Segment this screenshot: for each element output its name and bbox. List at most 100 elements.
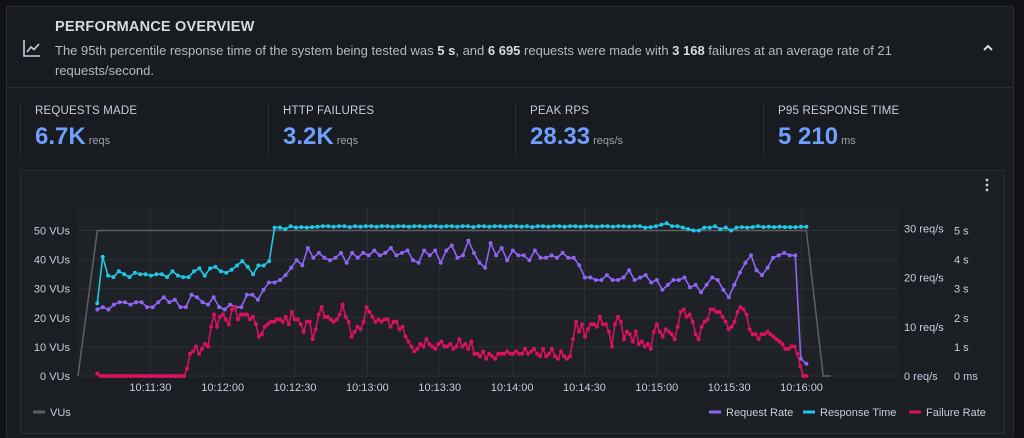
data-point-failure-rate: [400, 324, 405, 329]
data-point-failure-rate: [355, 324, 360, 329]
data-point-response-time: [551, 224, 556, 229]
data-point-failure-rate: [583, 334, 587, 339]
data-point-request-rate: [200, 300, 205, 305]
data-point-failure-rate: [588, 322, 593, 327]
data-point-failure-rate: [331, 319, 336, 324]
data-point-failure-rate: [376, 317, 381, 322]
data-point-failure-rate: [155, 374, 160, 378]
data-point-request-rate: [366, 253, 371, 258]
data-point-response-time: [380, 224, 384, 229]
data-point-failure-rate: [104, 374, 109, 378]
data-point-failure-rate: [789, 344, 794, 349]
data-point-failure-rate: [535, 351, 540, 356]
data-point-request-rate: [638, 275, 643, 280]
y-tick-label-left: 0 VUs: [40, 371, 70, 383]
data-point-response-time: [304, 225, 309, 230]
data-point-request-rate: [488, 241, 493, 246]
data-point-failure-rate: [229, 307, 234, 312]
data-point-response-time: [181, 275, 186, 280]
data-point-failure-rate: [292, 317, 297, 322]
data-point-response-time: [406, 224, 411, 229]
data-point-response-time: [739, 225, 744, 230]
data-point-response-time: [218, 269, 223, 274]
data-point-response-time: [465, 224, 470, 229]
data-point-response-time: [369, 224, 374, 229]
data-point-request-rate: [466, 238, 471, 243]
data-point-request-rate: [195, 295, 199, 300]
data-point-failure-rate: [484, 356, 489, 361]
data-point-failure-rate: [586, 327, 590, 332]
x-tick-label: 10:14:00: [491, 382, 534, 394]
data-point-failure-rate: [358, 327, 363, 332]
data-point-request-rate: [416, 260, 421, 265]
data-point-failure-rate: [170, 374, 175, 378]
data-point-request-rate: [278, 278, 283, 282]
data-point-response-time: [734, 225, 739, 230]
data-point-response-time: [106, 273, 110, 278]
data-point-failure-rate: [385, 317, 390, 322]
data-point-request-rate: [100, 305, 105, 310]
data-point-response-time: [562, 224, 567, 229]
data-point-response-time: [235, 263, 239, 268]
stat-requests-made: REQUESTS MADE 6.7K reqs: [20, 103, 265, 157]
data-point-request-rate: [671, 278, 676, 282]
data-point-request-rate: [477, 260, 482, 265]
y-tick-label-time: 2 s: [954, 313, 969, 325]
data-point-failure-rate: [624, 329, 629, 334]
data-point-response-time: [670, 224, 675, 229]
data-point-failure-rate: [804, 374, 809, 378]
data-point-response-time: [772, 225, 777, 230]
data-point-failure-rate: [442, 344, 447, 349]
more-vertical-icon[interactable]: [980, 177, 994, 193]
data-point-request-rate: [411, 258, 415, 263]
legend-label-response-time: Response Time: [820, 407, 896, 419]
data-point-response-time: [224, 270, 229, 275]
data-point-failure-rate: [203, 342, 207, 346]
data-point-failure-rate: [391, 319, 396, 324]
panel-description: The 95th percentile response time of the…: [55, 41, 935, 81]
data-point-request-rate: [682, 275, 687, 280]
data-point-request-rate: [616, 278, 620, 282]
data-point-failure-rate: [687, 312, 692, 317]
data-point-request-rate: [106, 307, 111, 312]
stat-unit: reqs: [88, 135, 111, 147]
data-point-response-time: [154, 272, 159, 277]
data-point-request-rate: [261, 287, 266, 292]
data-point-failure-rate: [146, 374, 151, 378]
data-point-failure-rate: [511, 351, 516, 356]
data-point-request-rate: [139, 300, 144, 305]
data-point-request-rate: [532, 248, 537, 253]
data-point-response-time: [423, 224, 427, 229]
data-point-failure-rate: [529, 349, 534, 354]
data-point-response-time: [745, 225, 750, 230]
data-point-failure-rate: [256, 334, 261, 339]
data-point-failure-rate: [340, 302, 345, 307]
data-point-request-rate: [178, 305, 183, 310]
x-tick-label: 10:11:30: [129, 382, 171, 394]
y-tick-label-time: 4 s: [954, 255, 969, 267]
data-point-response-time: [433, 224, 438, 229]
y-tick-label-rps: 20 req/s: [904, 273, 944, 285]
data-point-failure-rate: [565, 356, 569, 361]
data-point-failure-rate: [232, 305, 237, 310]
data-point-failure-rate: [427, 342, 432, 346]
data-point-response-time: [535, 224, 540, 229]
stat-p95-response-time: P95 RESPONSE TIME 5 210 ms: [763, 103, 1008, 157]
chevron-up-icon[interactable]: [977, 37, 999, 59]
data-point-response-time: [503, 224, 508, 229]
data-point-response-time: [138, 272, 143, 277]
data-point-failure-rate: [448, 342, 453, 346]
data-point-request-rate: [355, 255, 360, 260]
data-point-request-rate: [117, 300, 122, 305]
desc-text-1: The 95th percentile response time of the…: [55, 43, 438, 58]
data-point-failure-rate: [559, 349, 563, 354]
desc-text-2: , and: [455, 43, 488, 58]
data-point-failure-rate: [253, 322, 258, 327]
data-point-response-time: [605, 224, 610, 229]
data-point-failure-rate: [621, 337, 626, 342]
data-point-request-rate: [222, 307, 227, 312]
data-point-request-rate: [333, 255, 338, 260]
data-point-response-time: [632, 224, 637, 229]
data-point-response-time: [256, 263, 261, 268]
data-point-response-time: [385, 224, 390, 229]
